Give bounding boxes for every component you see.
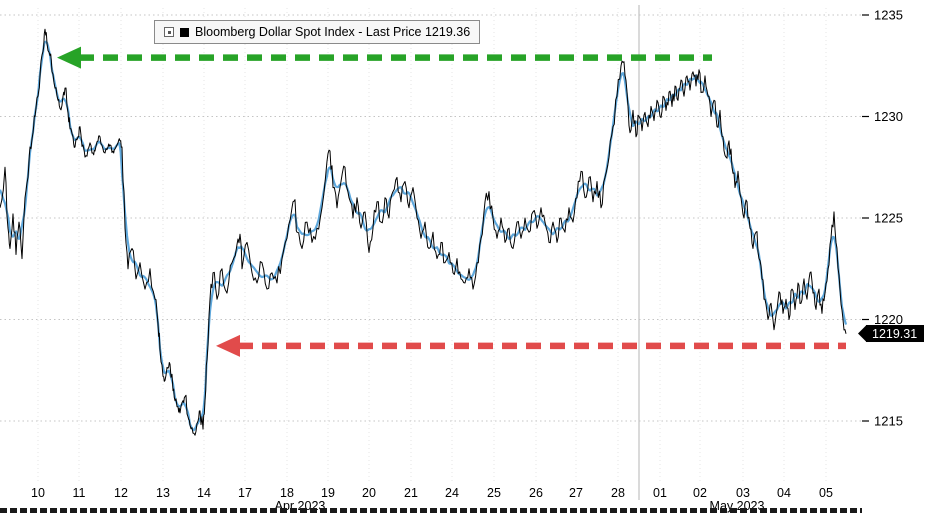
x-tick-label: 24 xyxy=(445,486,459,500)
series-line-smoothed xyxy=(0,40,848,432)
green-trendline-arrow-head-icon xyxy=(57,46,81,69)
series-line-price xyxy=(0,28,847,436)
x-tick-label: 26 xyxy=(529,486,543,500)
x-tick-label: 03 xyxy=(736,486,750,500)
legend-label: Bloomberg Dollar Spot Index - Last Price… xyxy=(195,25,471,39)
x-tick-label: 21 xyxy=(404,486,418,500)
x-tick-label: 12 xyxy=(114,486,128,500)
y-tick-label: 1220 xyxy=(874,312,903,327)
x-tick-label: 11 xyxy=(73,486,86,500)
x-tick-label: 05 xyxy=(819,486,833,500)
y-tick-label: 1235 xyxy=(874,8,903,23)
x-tick-label: 28 xyxy=(611,486,625,500)
x-tick-label: 20 xyxy=(362,486,376,500)
y-tick-label: 1215 xyxy=(874,414,903,429)
x-tick-label: 18 xyxy=(280,486,294,500)
x-tick-label: 19 xyxy=(321,486,335,500)
y-tick-label: 1225 xyxy=(874,211,903,226)
y-tick-label: 1230 xyxy=(874,109,903,124)
x-tick-label: 27 xyxy=(569,486,583,500)
x-tick-label: 10 xyxy=(31,486,45,500)
x-tick-label: 02 xyxy=(693,486,707,500)
x-tick-label: 04 xyxy=(777,486,791,500)
x-tick-label: 13 xyxy=(156,486,170,500)
legend-toggle-icon[interactable] xyxy=(164,27,174,37)
x-tick-label: 25 xyxy=(487,486,501,500)
last-price-badge-notch xyxy=(858,325,866,342)
x-tick-label: 17 xyxy=(238,486,252,500)
x-tick-label: 14 xyxy=(197,486,211,500)
x-tick-label: 01 xyxy=(653,486,667,500)
series-marker-icon xyxy=(180,27,189,37)
last-price-badge xyxy=(866,325,924,343)
legend[interactable]: Bloomberg Dollar Spot Index - Last Price… xyxy=(154,20,481,44)
last-price-badge-label: 1219.31 xyxy=(872,327,917,341)
red-trendline-arrow-head-icon xyxy=(216,334,240,357)
